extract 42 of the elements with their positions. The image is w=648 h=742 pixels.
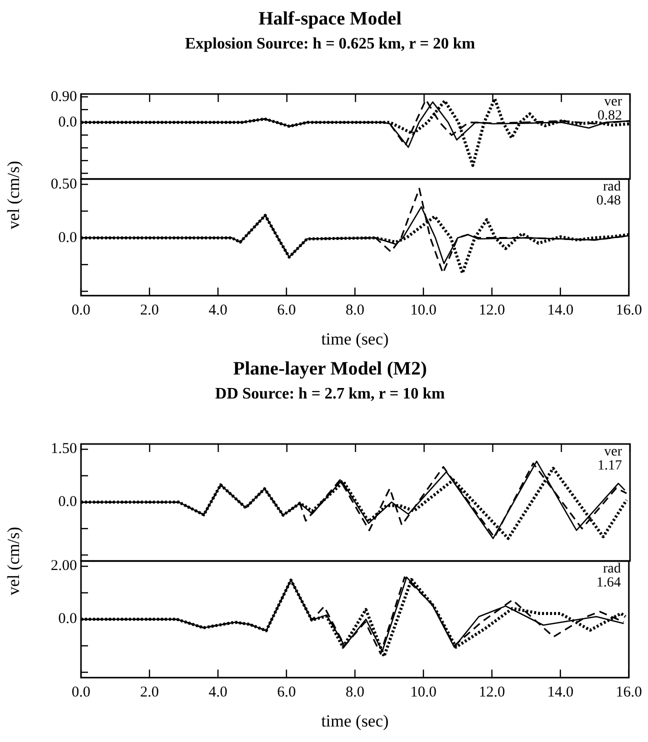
annotation: 0.82 [598,108,622,124]
x-tick-label: 4.0 [208,302,228,319]
annotation: 0.48 [596,194,621,209]
annotation: ver [604,94,622,110]
y-tick-label: 1.50 [50,441,77,458]
x-tick-label: 14.0 [547,302,574,319]
x-tick-label: 6.0 [277,302,296,319]
x-tick-label: 10.0 [410,684,437,701]
x-tick-label: 12.0 [478,302,506,319]
x-tick-label: 0.0 [72,302,90,319]
y-axis-title: vel (cm/s) [4,160,24,230]
x-tick-label: 8.0 [346,684,364,701]
chart-title: Half-space Model [258,8,402,30]
x-tick-label: 10.0 [410,302,437,319]
x-tick-label: 12.0 [478,684,506,701]
x-tick-label: 2.0 [140,684,159,701]
y-tick-label: 0.0 [58,114,77,130]
y-axis-title: vel (cm/s) [4,526,24,596]
y-tick-label: 0.50 [50,176,77,192]
y-tick-label: 0.0 [58,611,77,628]
chart-subtitle: Explosion Source: h = 0.625 km, r = 20 km [184,36,476,53]
annotation: ver [604,444,622,460]
annotation: rad [602,180,621,195]
x-tick-label: 0.0 [72,684,90,701]
annotation: rad [602,562,621,577]
x-tick-label: 16.0 [616,302,642,319]
annotation: 1.17 [598,458,622,474]
annotation: 1.64 [596,576,621,591]
y-tick-label: 2.00 [50,558,77,574]
chart-title: Plane-layer Model (M2) [233,358,427,380]
x-tick-label: 2.0 [140,302,159,319]
x-axis-title: time (sec) [321,329,389,348]
y-tick-label: 0.90 [50,88,77,105]
x-tick-label: 8.0 [346,302,364,319]
y-tick-label: 0.0 [58,494,77,510]
x-tick-label: 14.0 [547,684,574,701]
x-axis-title: time (sec) [321,711,389,730]
x-tick-label: 4.0 [208,684,228,701]
chart-subtitle: DD Source: h = 2.7 km, r = 10 km [215,386,446,403]
x-tick-label: 16.0 [616,684,642,701]
y-tick-label: 0.0 [58,230,77,246]
x-tick-label: 6.0 [277,684,296,701]
